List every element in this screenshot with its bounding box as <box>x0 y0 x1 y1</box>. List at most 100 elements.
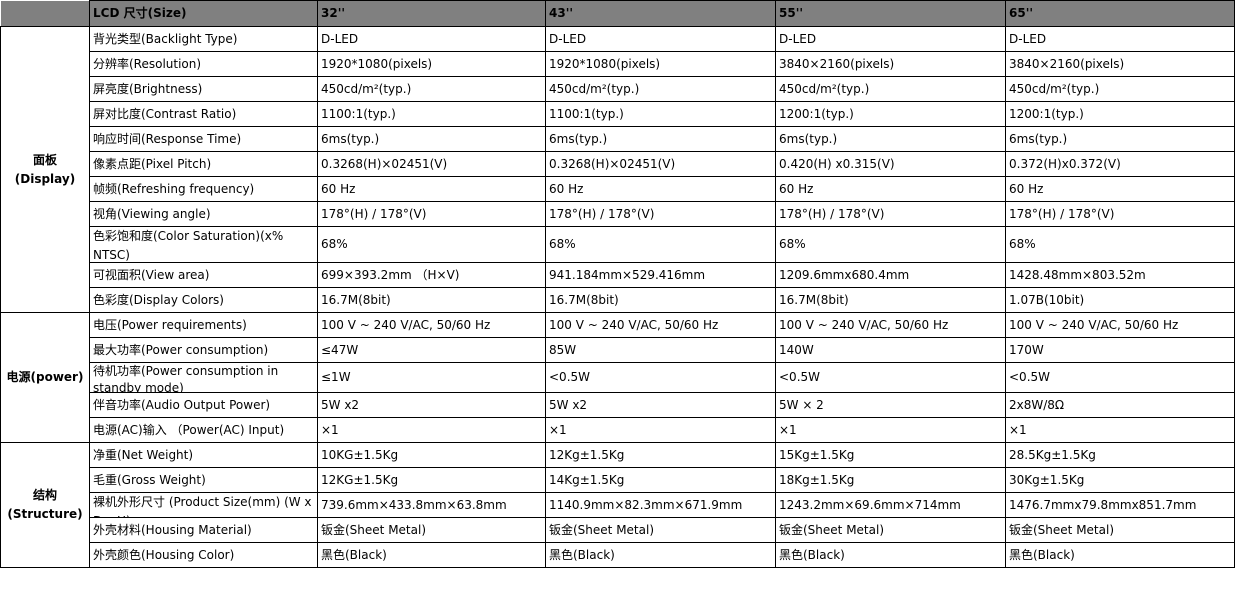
header-size-43: 43'' <box>545 0 776 27</box>
spec-value: 16.7M(8bit) <box>321 292 391 307</box>
spec-value: <0.5W <box>779 370 821 384</box>
spec-label: 裸机外形尺寸 (Product Size(mm) (W x D x H) <box>93 495 312 517</box>
spec-value-cell: D-LED <box>317 26 546 52</box>
spec-value: 1200:1(typ.) <box>1009 106 1084 121</box>
spec-value: 6ms(typ.) <box>321 131 380 146</box>
spec-value: 12Kg±1.5Kg <box>549 447 625 462</box>
spec-row: 待机功率(Power consumption in standby mode) ≤… <box>1 362 1235 393</box>
spec-label: 毛重(Gross Weight) <box>93 472 206 487</box>
spec-table: LCD 尺寸(Size) 32'' 43'' 55'' 65'' 面板(Disp… <box>0 0 1235 568</box>
spec-value-cell: 60 Hz <box>317 176 546 202</box>
spec-label-cell: 外壳颜色(Housing Color) <box>89 542 318 568</box>
spec-label-cell: 电压(Power requirements) <box>89 312 318 338</box>
spec-value-cell: 1920*1080(pixels) <box>545 51 776 77</box>
spec-value: 1100:1(typ.) <box>321 106 396 121</box>
spec-value: 178°(H) / 178°(V) <box>321 206 427 221</box>
spec-value: ×1 <box>549 422 567 437</box>
header-row: LCD 尺寸(Size) 32'' 43'' 55'' 65'' <box>0 0 1235 27</box>
spec-value-cell: 1200:1(typ.) <box>775 101 1006 127</box>
spec-value: D-LED <box>1009 31 1047 46</box>
spec-value: 450cd/m²(typ.) <box>779 81 870 96</box>
spec-label-cell: 毛重(Gross Weight) <box>89 467 318 493</box>
spec-value: 28.5Kg±1.5Kg <box>1009 447 1096 462</box>
spec-value: 1920*1080(pixels) <box>549 56 661 71</box>
spec-row: 色彩度(Display Colors) 16.7M(8bit) 16.7M(8bit… <box>1 287 1235 313</box>
spec-value-cell: ×1 <box>317 417 546 443</box>
spec-value: 黑色(Black) <box>549 547 615 562</box>
spec-value: 1.07B(10bit) <box>1009 292 1085 307</box>
header-size-text: 65'' <box>1009 6 1034 20</box>
spec-row: 屏亮度(Brightness) 450cd/m²(typ.) 450cd/m²(ty… <box>1 76 1235 102</box>
spec-value-cell: 140W <box>775 337 1006 363</box>
spec-value-cell: ≤47W <box>317 337 546 363</box>
spec-value-cell: 12KG±1.5Kg <box>317 467 546 493</box>
spec-value: 18Kg±1.5Kg <box>779 472 855 487</box>
spec-value-cell: 68% <box>1005 226 1235 263</box>
spec-value: 3840×2160(pixels) <box>1009 56 1125 71</box>
spec-value: 黑色(Black) <box>1009 547 1075 562</box>
spec-row: 响应时间(Response Time) 6ms(typ.) 6ms(typ.) 6ms… <box>1 126 1235 152</box>
spec-value: <0.5W <box>1009 370 1051 384</box>
spec-value-cell: 0.3268(H)×02451(V) <box>545 151 776 177</box>
spec-value-cell: 15Kg±1.5Kg <box>775 442 1006 468</box>
spec-value: 178°(H) / 178°(V) <box>549 206 655 221</box>
spec-value-cell: 1100:1(typ.) <box>317 101 546 127</box>
spec-value: 100 V ~ 240 V/AC, 50/60 Hz <box>779 317 949 332</box>
spec-value: 黑色(Black) <box>321 547 387 562</box>
spec-label-cell: 色彩度(Display Colors) <box>89 287 318 313</box>
spec-value: 450cd/m²(typ.) <box>321 81 412 96</box>
spec-label: 像素点距(Pixel Pitch) <box>93 156 212 171</box>
spec-value: 12KG±1.5Kg <box>321 472 399 487</box>
spec-value: 100 V ~ 240 V/AC, 50/60 Hz <box>549 317 719 332</box>
spec-value-cell: 170W <box>1005 337 1235 363</box>
spec-value-cell: 3840×2160(pixels) <box>1005 51 1235 77</box>
spec-label-cell: 屏亮度(Brightness) <box>89 76 318 102</box>
spec-value-cell: 941.184mm×529.416mm <box>545 262 776 288</box>
spec-value: 钣金(Sheet Metal) <box>1009 522 1115 537</box>
spec-label: 屏亮度(Brightness) <box>93 81 203 96</box>
spec-label: 背光类型(Backlight Type) <box>93 31 238 46</box>
spec-value: 60 Hz <box>549 181 584 196</box>
spec-value-cell: ≤1W <box>317 362 546 393</box>
spec-value-cell: 1.07B(10bit) <box>1005 287 1235 313</box>
spec-value: 钣金(Sheet Metal) <box>779 522 885 537</box>
section-title-cell: 电源(power) <box>0 312 90 443</box>
spec-value-cell: 12Kg±1.5Kg <box>545 442 776 468</box>
section-title-cell: 结构(Structure) <box>0 442 90 568</box>
spec-value-cell: 450cd/m²(typ.) <box>775 76 1006 102</box>
spec-label-cell: 视角(Viewing angle) <box>89 201 318 227</box>
spec-label-cell: 帧频(Refreshing frequency) <box>89 176 318 202</box>
spec-value: 170W <box>1009 342 1044 357</box>
spec-row: 分辨率(Resolution) 1920*1080(pixels) 1920*108… <box>1 51 1235 77</box>
header-size-label: LCD 尺寸(Size) <box>89 0 318 27</box>
spec-value: 5W x2 <box>321 397 360 412</box>
spec-row: 结构(Structure) 净重(Net Weight) 10KG±1.5Kg 12K… <box>0 442 1235 568</box>
spec-row: 伴音功率(Audio Output Power) 5W x2 5W x2 5W × 2… <box>1 392 1235 418</box>
spec-value-cell: 178°(H) / 178°(V) <box>545 201 776 227</box>
spec-value: 450cd/m²(typ.) <box>549 81 640 96</box>
section-title: 电源(power) <box>6 370 84 384</box>
spec-value-cell: 黑色(Black) <box>1005 542 1235 568</box>
spec-value-cell: 100 V ~ 240 V/AC, 50/60 Hz <box>775 312 1006 338</box>
spec-value-cell: 30Kg±1.5Kg <box>1005 467 1235 493</box>
header-size-65: 65'' <box>1005 0 1235 27</box>
spec-value: 60 Hz <box>321 181 356 196</box>
spec-value: 6ms(typ.) <box>779 131 838 146</box>
spec-value: 100 V ~ 240 V/AC, 50/60 Hz <box>1009 317 1179 332</box>
spec-label-cell: 色彩饱和度(Color Saturation)(x% NTSC) <box>89 226 318 263</box>
spec-value: 0.420(H) x0.315(V) <box>779 156 895 171</box>
spec-label: 可视面积(View area) <box>93 267 210 282</box>
spec-value-cell: 1100:1(typ.) <box>545 101 776 127</box>
spec-label-cell: 分辨率(Resolution) <box>89 51 318 77</box>
spec-value: 1100:1(typ.) <box>549 106 624 121</box>
spec-value-cell: 100 V ~ 240 V/AC, 50/60 Hz <box>1005 312 1235 338</box>
spec-label: 电源(AC)输入 （Power(AC) Input) <box>93 422 285 437</box>
spec-value: 178°(H) / 178°(V) <box>779 206 885 221</box>
spec-value-cell: 1200:1(typ.) <box>1005 101 1235 127</box>
spec-value: 0.372(H)x0.372(V) <box>1009 156 1121 171</box>
spec-label: 响应时间(Response Time) <box>93 131 242 146</box>
spec-value-cell: <0.5W <box>775 362 1006 393</box>
spec-value-cell: 14Kg±1.5Kg <box>545 467 776 493</box>
spec-value: D-LED <box>779 31 817 46</box>
spec-value-cell: 16.7M(8bit) <box>545 287 776 313</box>
